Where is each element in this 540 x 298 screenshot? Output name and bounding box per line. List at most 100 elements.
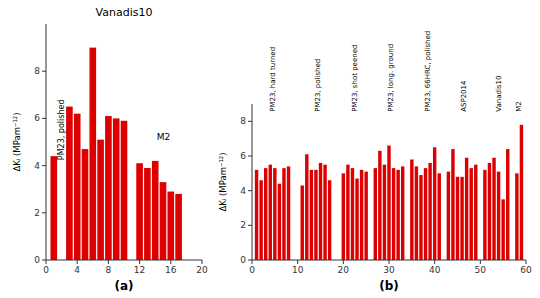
y-tick-label: 0 [240,255,246,265]
x-tick-label: 20 [338,265,350,275]
bar [255,170,258,260]
annotation: PM23, polished [314,59,322,112]
x-tick-label: 50 [475,265,487,275]
y-tick-label: 4 [34,161,40,171]
y-tick-label: 4 [240,186,246,196]
bar [66,107,73,260]
bar [497,172,500,260]
panel-0: 02468048121620(a)ΔKᵢ (MPam⁻¹²)Vanadis10P… [12,6,208,293]
figure: 02468048121620(a)ΔKᵢ (MPam⁻¹²)Vanadis10P… [0,0,540,298]
annotation: M2 [515,101,523,112]
bar [360,170,363,260]
y-tick-label: 8 [34,66,40,76]
bar [488,163,491,260]
bar [89,48,96,260]
x-tick [252,260,253,264]
bar [273,168,276,260]
x-tick-label: 12 [134,265,145,275]
y-tick-label: 2 [240,220,246,230]
bar [314,170,317,260]
bar [105,116,112,260]
bar [415,166,418,260]
panel-1: 024680102030405060(b)ΔKᵢ (MPam⁻¹²)PM23, … [218,31,532,293]
y-tick [248,121,252,122]
bar [447,172,450,260]
x-tick-label: 16 [165,265,177,275]
bar [501,199,504,260]
annotation: PM23, hard turned [269,47,277,112]
annotation: PM23, long. ground [387,44,395,112]
x-tick [297,260,298,264]
bar [301,185,304,260]
y-tick-label: 8 [240,116,246,126]
bar [269,165,272,260]
bar [152,161,159,260]
bar [392,168,395,260]
x-tick [343,260,344,264]
x-tick-label: 8 [106,265,112,275]
bars [255,125,523,260]
background [0,0,540,298]
bar [278,184,281,260]
annotation: PM23, 66HRC, polished [424,31,432,112]
bar [374,168,377,260]
bar [520,125,523,260]
bar [167,192,174,260]
y-tick-label: 6 [240,151,246,161]
bar [346,165,349,260]
y-tick-label: 2 [34,208,40,218]
bar [82,149,89,260]
y-tick [42,260,46,261]
annotation: Vanadis10 [495,76,503,112]
bar [465,158,468,260]
x-axis-label: (b) [379,279,399,293]
bar [456,177,459,260]
bar [469,168,472,260]
y-tick [42,212,46,213]
y-tick [42,118,46,119]
bar [50,156,57,260]
bar [424,168,427,260]
bar [428,163,431,260]
y-tick [248,190,252,191]
x-tick [77,260,78,264]
y-tick [248,225,252,226]
y-axis-label: ΔKᵢ (MPam⁻¹²) [218,152,228,211]
x-tick-label: 20 [196,265,208,275]
bar [259,180,262,260]
annotation: M2 [157,132,171,142]
bar [378,151,381,260]
bar [451,149,454,260]
x-tick [46,260,47,264]
y-axis-line [252,104,253,260]
bar [387,146,390,260]
bar [506,149,509,260]
bar [396,170,399,260]
x-tick-label: 30 [383,265,395,275]
bar [351,168,354,260]
bar [410,159,413,260]
bar [328,180,331,260]
x-tick-label: 60 [520,265,532,275]
bar [74,114,81,260]
bar [364,172,367,260]
y-tick [42,165,46,166]
bar [323,165,326,260]
x-tick [480,260,481,264]
bar [305,154,308,260]
x-tick-label: 0 [249,265,255,275]
bar [287,166,290,260]
x-tick-label: 0 [43,265,49,275]
x-tick [139,260,140,264]
bar [474,165,477,260]
y-tick-label: 0 [34,255,40,265]
bar [419,175,422,260]
bar [264,168,267,260]
x-tick-label: 10 [292,265,304,275]
bar [160,182,167,260]
annotation: ASP2014 [460,80,468,112]
y-tick [248,260,252,261]
x-axis-label: (a) [114,279,133,293]
bar [401,166,404,260]
bar [492,158,495,260]
